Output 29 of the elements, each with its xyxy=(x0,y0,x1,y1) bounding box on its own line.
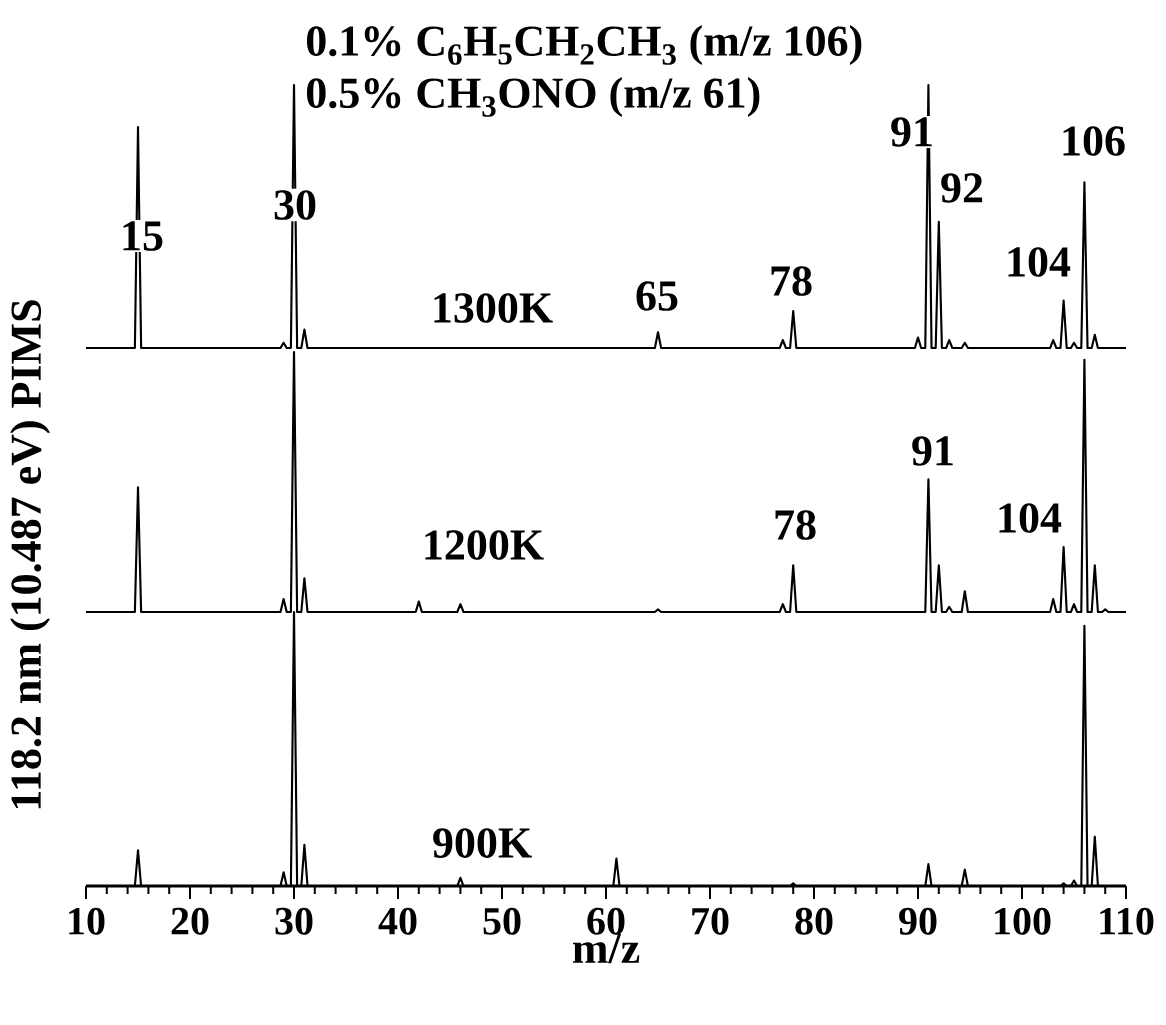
annotation: 104 xyxy=(999,503,1062,533)
annotation: 1200K xyxy=(425,530,544,560)
annotation: 104 xyxy=(1008,247,1071,277)
x-tick-label: 10 xyxy=(69,907,105,935)
x-tick-label: 20 xyxy=(171,907,209,935)
x-tick-label: 70 xyxy=(692,907,729,935)
x-tick-label: 80 xyxy=(795,907,833,935)
annotation: 78 xyxy=(775,510,816,540)
annotation: 106 xyxy=(1063,126,1125,156)
x-tick-label: 30 xyxy=(275,907,313,935)
x-tick-label: 40 xyxy=(378,907,417,935)
annotation: 30 xyxy=(274,190,316,220)
annotation: 92 xyxy=(941,173,983,203)
x-tick-label: 50 xyxy=(483,907,521,935)
x-axis-title: m/z xyxy=(573,933,640,964)
chart-title: 0.1% C$_{6}$H$_{5}$CH$_{2}$CH$_{3}$ (m/z 106) xyxy=(306,25,862,65)
annotation: 15 xyxy=(123,221,163,251)
annotation: 1300K xyxy=(434,293,553,323)
chart-subtitle: 0.5% CH$_{3}$ONO (m/z 61) xyxy=(306,77,760,117)
x-tick-label: 100 xyxy=(995,907,1051,935)
annotation: 78 xyxy=(771,266,812,296)
y-axis-title: 118.2 nm (10.487 eV) PIMS xyxy=(10,300,50,809)
annotation: 91 xyxy=(891,117,932,147)
x-tick-label: 60 xyxy=(587,907,625,935)
x-tick-label: 90 xyxy=(899,907,937,935)
annotation: 900K xyxy=(433,828,532,858)
annotation: 91 xyxy=(912,436,953,466)
x-tick-label: 110 xyxy=(1100,907,1154,935)
annotation: 65 xyxy=(636,281,678,311)
